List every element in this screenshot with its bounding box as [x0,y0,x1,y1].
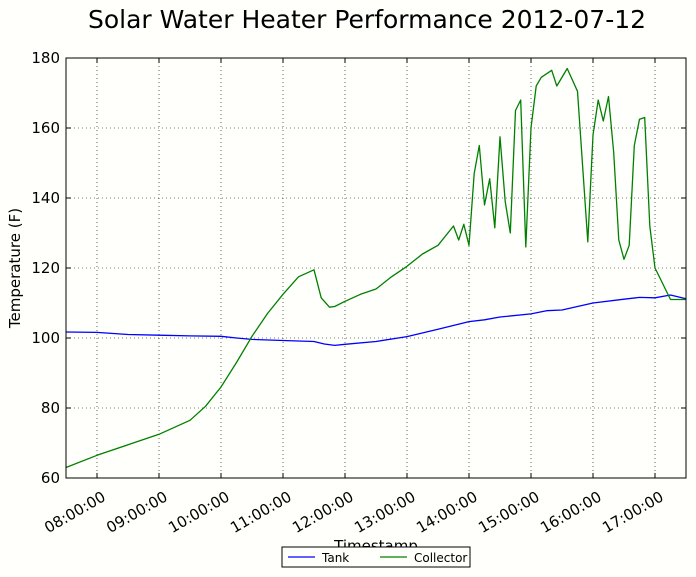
legend-label-tank: Tank [321,551,349,565]
x-tick-label: 10:00:00 [165,488,232,537]
x-tick-label: 13:00:00 [351,488,418,537]
x-tick-label: 12:00:00 [289,488,356,537]
legend-box [281,546,471,568]
y-tick-label: 120 [31,259,60,277]
y-tick-label: 80 [41,399,60,417]
plot-lines [65,67,687,469]
y-tick-label: 140 [31,189,60,207]
y-tick-label: 60 [41,469,60,487]
legend-label-collector: Collector [414,551,467,565]
x-tick-label: 17:00:00 [599,488,666,537]
x-tick-label: 09:00:00 [103,488,170,537]
x-tick-label: 14:00:00 [413,488,480,537]
y-tick-label: 100 [31,329,60,347]
x-tick-label: 16:00:00 [537,488,604,537]
x-tick-label: 08:00:00 [41,488,108,537]
tick-labels: 08:00:0009:00:0010:00:0011:00:0012:00:00… [31,49,666,537]
y-tick-label: 160 [31,119,60,137]
ticks [66,57,686,479]
chart-title: Solar Water Heater Performance 2012-07-1… [88,5,646,34]
legend: Tank Collector [281,546,471,568]
series-line-tank [65,294,687,347]
x-tick-label: 15:00:00 [475,488,542,537]
x-tick-label: 11:00:00 [227,488,294,537]
y-tick-label: 180 [31,49,60,67]
grid [66,57,686,479]
y-axis-label: Temperature (F) [6,208,24,329]
series-line-collector [65,67,686,469]
